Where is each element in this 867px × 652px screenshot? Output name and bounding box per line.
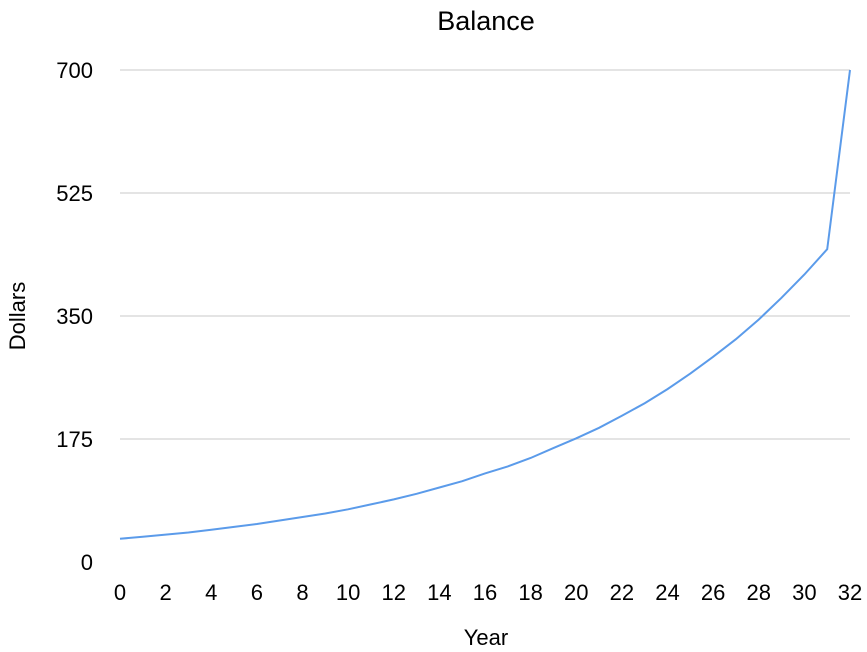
y-tick-label: 525 <box>56 181 93 206</box>
x-tick-label: 26 <box>701 580 725 605</box>
series-line-balance <box>119 69 851 540</box>
x-tick-label: 20 <box>564 580 588 605</box>
x-tick-label: 28 <box>747 580 771 605</box>
gridlines <box>120 69 850 440</box>
x-tick-label: 12 <box>382 580 406 605</box>
y-tick-label: 175 <box>56 427 93 452</box>
series-layer <box>119 69 851 540</box>
y-axis-label: Dollars <box>5 282 30 350</box>
x-tick-labels: 0 2 4 6 8 10 12 14 16 18 20 22 24 26 28 30 32 <box>114 580 862 605</box>
x-tick-label: 10 <box>336 580 360 605</box>
x-tick-label: 30 <box>792 580 816 605</box>
x-tick-label: 4 <box>205 580 217 605</box>
y-tick-label: 0 <box>81 550 93 575</box>
x-axis-label: Year <box>464 625 508 650</box>
x-tick-label: 32 <box>838 580 862 605</box>
x-tick-label: 24 <box>655 580 679 605</box>
y-tick-label: 700 <box>56 58 93 83</box>
y-tick-labels: 0 175 350 525 700 <box>56 58 93 575</box>
x-tick-label: 22 <box>610 580 634 605</box>
y-tick-label: 350 <box>56 304 93 329</box>
x-tick-label: 8 <box>296 580 308 605</box>
x-tick-label: 2 <box>160 580 172 605</box>
x-tick-label: 18 <box>518 580 542 605</box>
chart-title: Balance <box>437 6 535 36</box>
x-tick-label: 14 <box>427 580 451 605</box>
x-tick-label: 0 <box>114 580 126 605</box>
x-tick-label: 6 <box>251 580 263 605</box>
x-tick-label: 16 <box>473 580 497 605</box>
